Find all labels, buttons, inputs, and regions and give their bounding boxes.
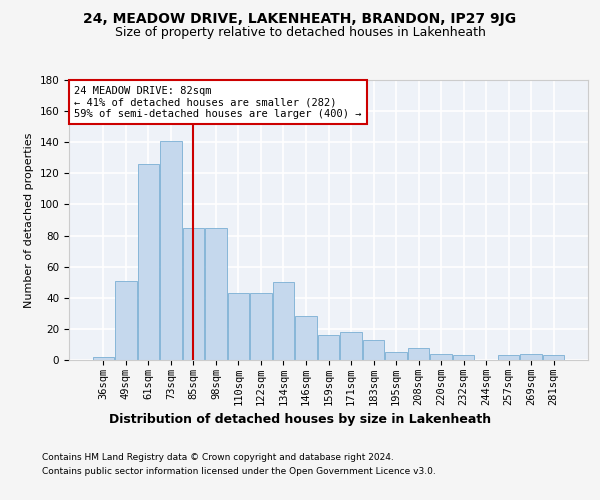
Bar [250, 293, 272, 360]
Text: Size of property relative to detached houses in Lakenheath: Size of property relative to detached ho… [115, 26, 485, 39]
Bar [115, 280, 137, 360]
Bar [160, 140, 182, 360]
Bar [430, 354, 452, 360]
Bar [543, 356, 565, 360]
Bar [137, 164, 159, 360]
Bar [205, 228, 227, 360]
Bar [363, 340, 384, 360]
Bar [228, 293, 249, 360]
Bar [295, 316, 317, 360]
Bar [453, 356, 475, 360]
Bar [520, 354, 542, 360]
Bar [92, 357, 114, 360]
Text: Contains public sector information licensed under the Open Government Licence v3: Contains public sector information licen… [42, 468, 436, 476]
Bar [498, 356, 520, 360]
Text: Distribution of detached houses by size in Lakenheath: Distribution of detached houses by size … [109, 412, 491, 426]
Text: Contains HM Land Registry data © Crown copyright and database right 2024.: Contains HM Land Registry data © Crown c… [42, 452, 394, 462]
Bar [273, 282, 294, 360]
Bar [182, 228, 204, 360]
Bar [318, 335, 339, 360]
Bar [408, 348, 429, 360]
Bar [340, 332, 362, 360]
Text: 24 MEADOW DRIVE: 82sqm
← 41% of detached houses are smaller (282)
59% of semi-de: 24 MEADOW DRIVE: 82sqm ← 41% of detached… [74, 86, 362, 119]
Bar [385, 352, 407, 360]
Text: 24, MEADOW DRIVE, LAKENHEATH, BRANDON, IP27 9JG: 24, MEADOW DRIVE, LAKENHEATH, BRANDON, I… [83, 12, 517, 26]
Y-axis label: Number of detached properties: Number of detached properties [24, 132, 34, 308]
